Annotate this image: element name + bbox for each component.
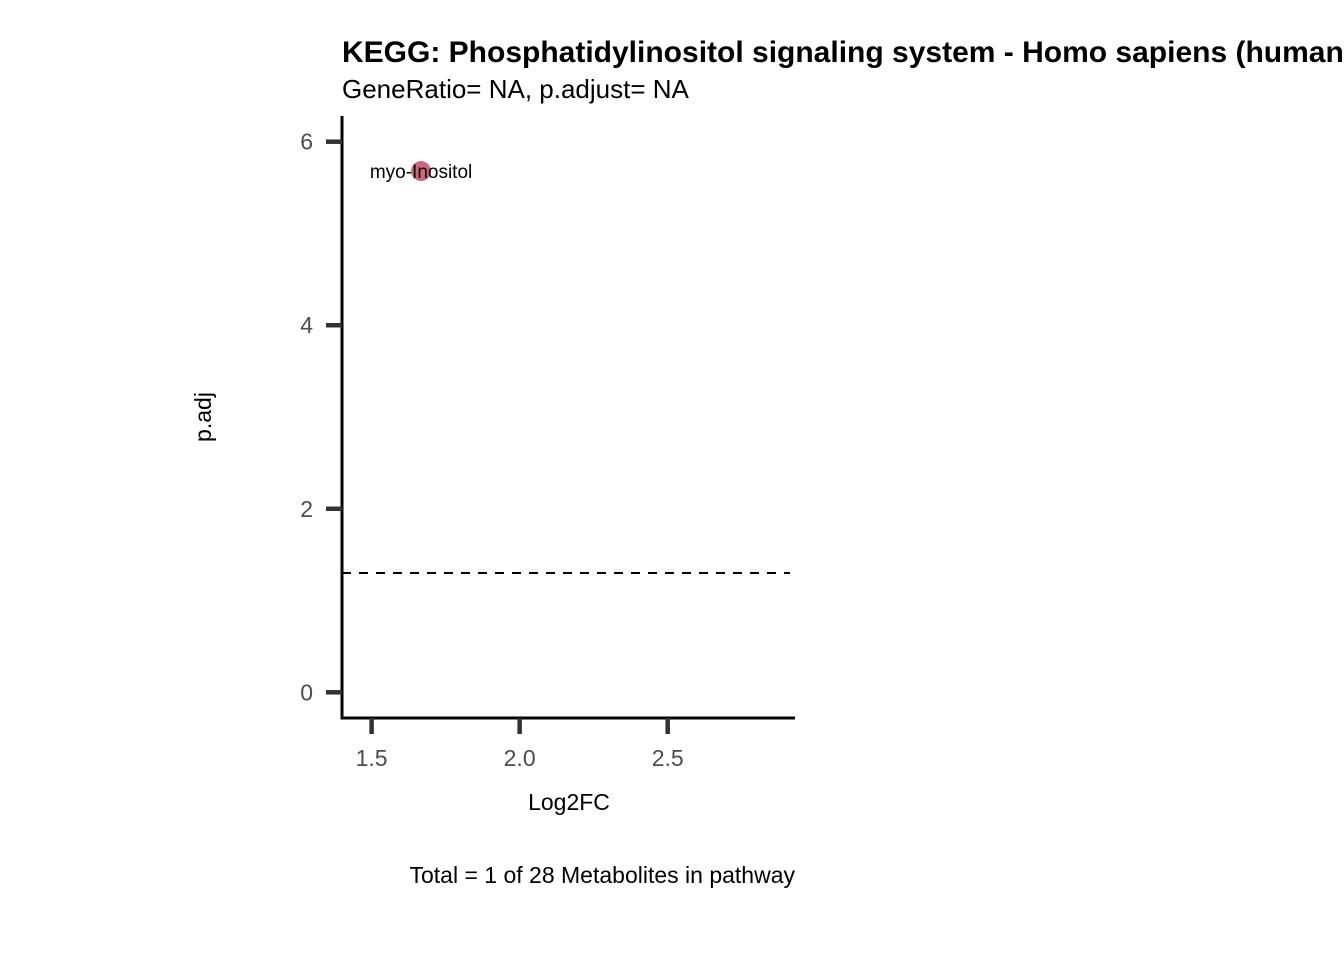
point-label: myo-Inositol	[370, 162, 472, 183]
y-tick-label: 6	[300, 129, 313, 155]
y-tick-label: 2	[300, 496, 313, 522]
x-tick-label: 2.0	[504, 745, 536, 771]
chart-caption: Total = 1 of 28 Metabolites in pathway	[410, 862, 796, 888]
y-axis-title: p.adj	[190, 392, 216, 442]
chart-subtitle: GeneRatio= NA, p.adjust= NA	[342, 74, 690, 104]
chart-title: KEGG: Phosphatidylinositol signaling sys…	[342, 36, 1344, 69]
x-tick-label: 1.5	[356, 745, 388, 771]
x-axis-title: Log2FC	[528, 789, 610, 815]
y-tick-label: 4	[300, 312, 313, 338]
x-tick-label: 2.5	[652, 745, 684, 771]
y-tick-label: 0	[300, 679, 313, 705]
data-point	[411, 161, 432, 182]
plot-marks: myo-Inositol 0 2 4 6 1.5 2.0 2.5	[300, 116, 795, 771]
